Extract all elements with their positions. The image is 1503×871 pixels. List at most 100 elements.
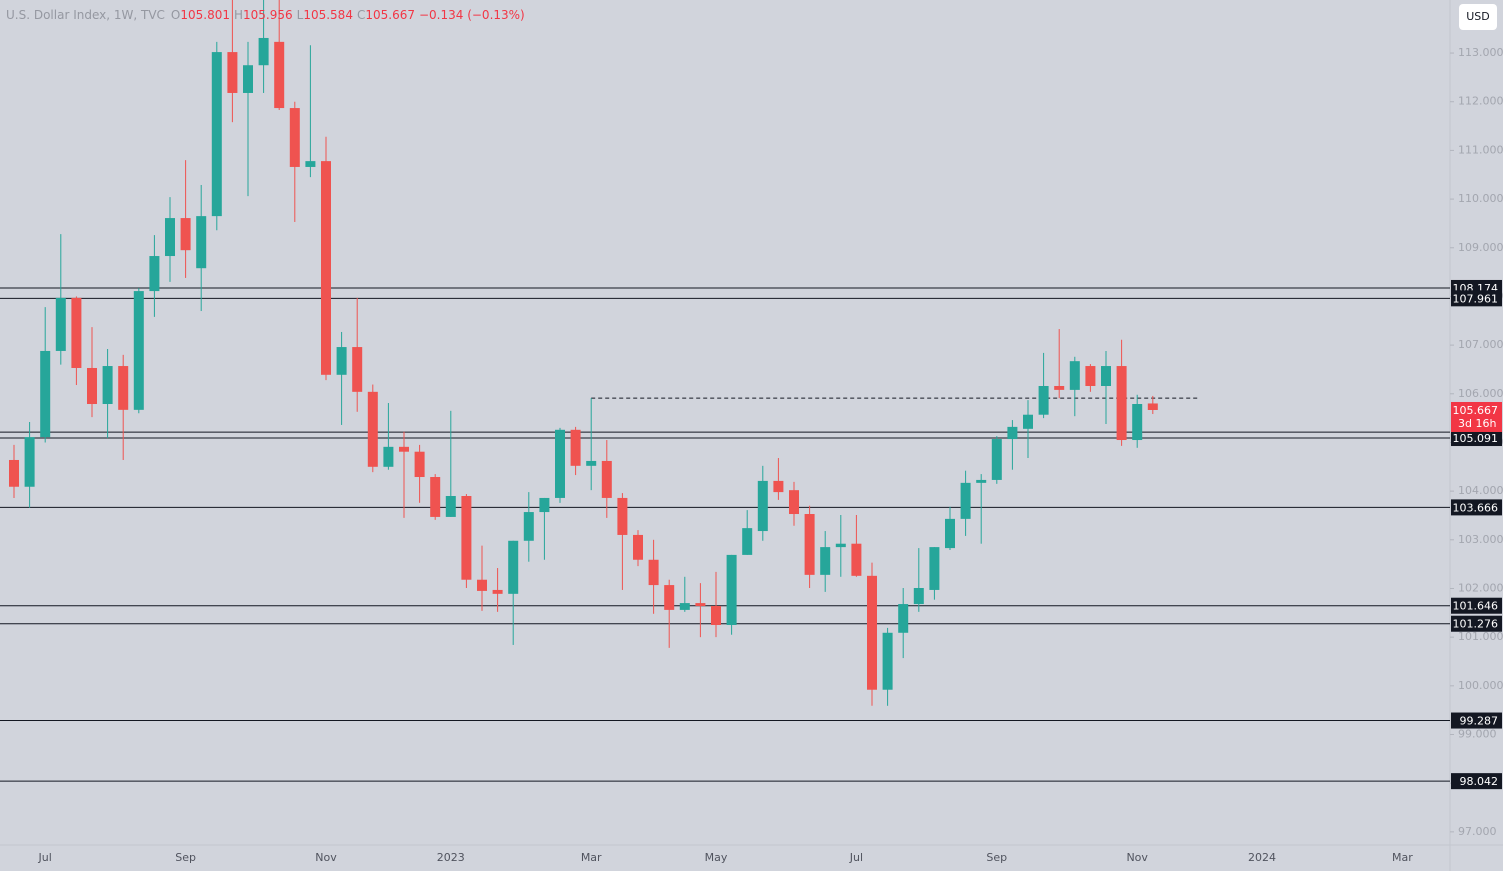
level-label: 98.042 — [1460, 775, 1499, 788]
level-label-bg — [1451, 712, 1502, 729]
x-tick-label: Jul — [38, 851, 52, 864]
candle-body — [477, 579, 487, 591]
y-tick-label: 100.000 — [1458, 679, 1503, 692]
candle-body — [258, 37, 269, 66]
level-label-bg — [1451, 499, 1502, 516]
x-tick-label: 2023 — [437, 851, 465, 864]
ohlc-value: 105.667 — [365, 8, 415, 22]
y-tick-label: 107.000 — [1458, 338, 1503, 351]
candle-body — [929, 547, 940, 590]
candle-body — [945, 518, 955, 549]
candle-body — [835, 543, 846, 548]
price-label-bg — [1451, 401, 1502, 432]
candle-body — [773, 480, 784, 493]
ohlc-letter: L — [296, 8, 304, 22]
candle-body — [508, 540, 519, 594]
level-label-bg — [1451, 430, 1502, 447]
candle-body — [679, 603, 690, 610]
candle-body — [1085, 366, 1096, 386]
candle-body — [1007, 426, 1018, 440]
candle-body — [40, 350, 51, 438]
candle-body — [430, 477, 441, 517]
y-tick-label: 104.000 — [1458, 484, 1503, 497]
candle-body — [913, 587, 924, 605]
level-label: 99.287 — [1460, 715, 1499, 728]
candle-body — [991, 439, 1002, 480]
candle-body — [461, 495, 472, 580]
ohlc-letter: O — [170, 8, 181, 22]
candle-body — [180, 218, 191, 251]
candle-body — [414, 451, 425, 478]
candle-body — [24, 437, 35, 487]
candle-body — [118, 366, 129, 410]
candle-body — [1038, 385, 1049, 415]
candle-body — [321, 161, 331, 375]
ohlc-value: 105.584 — [303, 8, 353, 22]
candle-body — [243, 65, 253, 93]
candle-body — [555, 429, 565, 498]
level-label: 107.961 — [1453, 292, 1499, 305]
y-tick-label: 112.000 — [1458, 95, 1503, 108]
countdown: 3d 16h — [1458, 417, 1496, 430]
ohlc-letter: H — [233, 8, 244, 22]
candle-body — [211, 52, 222, 217]
candle-body — [9, 459, 19, 487]
y-tick-label: 101.000 — [1458, 630, 1503, 643]
level-label: 101.276 — [1453, 618, 1499, 631]
candle-body — [227, 52, 238, 93]
x-tick-label: 2024 — [1248, 851, 1276, 864]
x-tick-label: Jul — [849, 851, 863, 864]
level-label-bg — [1451, 290, 1502, 307]
candle-body — [851, 543, 862, 576]
candle-body — [539, 497, 550, 513]
candle-body — [976, 479, 987, 483]
price-label: 105.667 — [1453, 404, 1499, 417]
level-label-bg — [1451, 597, 1502, 614]
candle-body — [383, 446, 394, 467]
x-tick-label: Sep — [986, 851, 1007, 864]
candle-body — [165, 218, 175, 257]
x-tick-label: Nov — [1126, 851, 1148, 864]
change: −0.134 (−0.13%) — [418, 8, 525, 22]
candle-body — [742, 528, 753, 555]
candle-body — [1116, 366, 1127, 441]
level-label: 105.091 — [1453, 432, 1499, 445]
candle-body — [1054, 385, 1065, 390]
candle-body — [55, 297, 66, 351]
candle-body — [820, 547, 831, 575]
x-tick-label: Nov — [315, 851, 337, 864]
title: U.S. Dollar Index, 1W, TVC — [6, 8, 165, 22]
ohlc-value: 105.801 — [180, 8, 230, 22]
candle-body — [336, 347, 347, 375]
y-tick-label: 110.000 — [1458, 192, 1503, 205]
ohlc-letter: C — [356, 8, 366, 22]
level-label: 103.666 — [1453, 501, 1499, 514]
candle-body — [867, 575, 877, 690]
level-label-bg — [1451, 615, 1502, 632]
candle-body — [274, 41, 285, 109]
candle-body — [648, 559, 659, 586]
y-tick-label: 106.000 — [1458, 387, 1503, 400]
candle-body — [367, 391, 378, 467]
y-tick-label: 111.000 — [1458, 143, 1503, 156]
candle-body — [633, 534, 643, 560]
candle-body — [695, 603, 706, 607]
candle-body — [71, 297, 82, 368]
y-tick-label: 97.000 — [1458, 825, 1497, 838]
candle-body — [789, 490, 799, 515]
currency-button[interactable]: USD — [1459, 4, 1497, 30]
candle-body — [523, 512, 534, 541]
candle-body — [102, 366, 113, 405]
candle-body — [1132, 404, 1143, 441]
candle-body — [305, 161, 316, 167]
candle-body — [1147, 403, 1158, 410]
x-tick-label: Sep — [175, 851, 196, 864]
candle-body — [492, 589, 503, 594]
candle-body — [711, 606, 721, 625]
candle-body — [570, 429, 581, 466]
x-tick-label: Mar — [581, 851, 602, 864]
legend-header: U.S. Dollar Index, 1W, TVC O105.801 H105.9… — [6, 8, 529, 22]
level-label: 101.646 — [1453, 600, 1499, 613]
